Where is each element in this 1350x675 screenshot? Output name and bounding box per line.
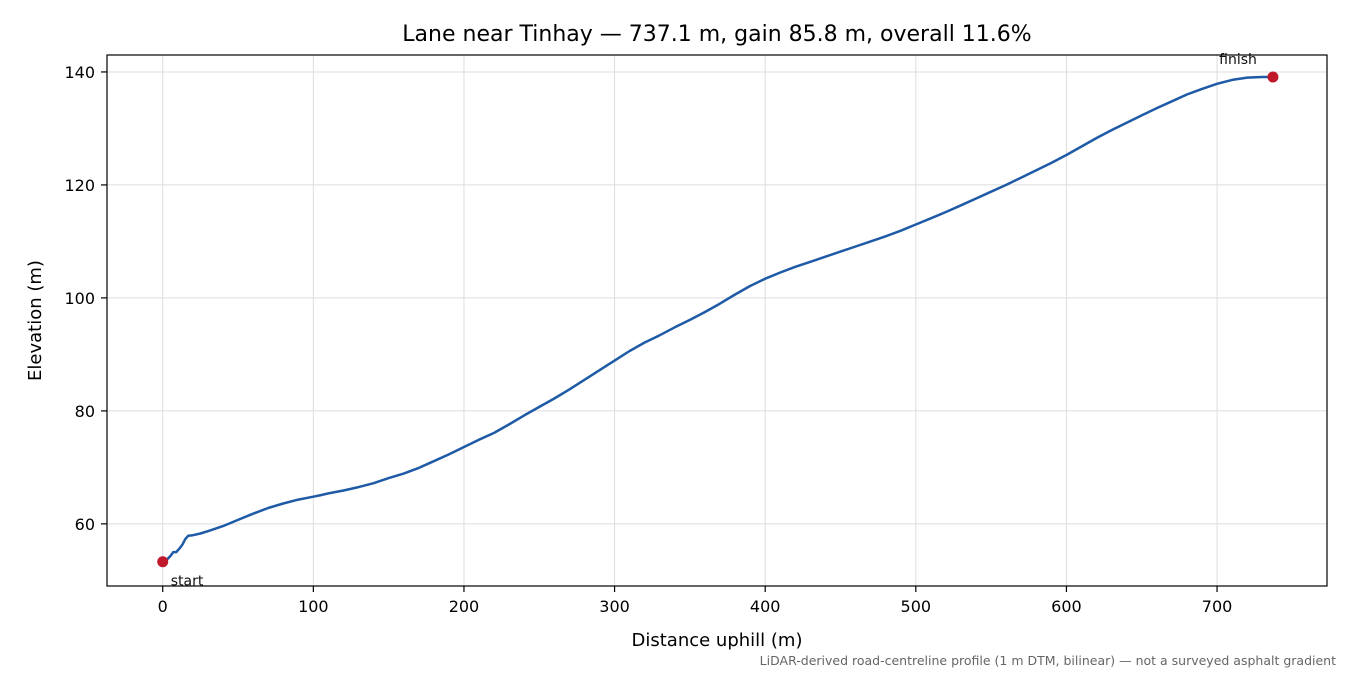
start-marker bbox=[157, 556, 169, 568]
y-tick-label: 80 bbox=[75, 402, 95, 421]
chart-title: Lane near Tinhay — 737.1 m, gain 85.8 m,… bbox=[402, 22, 1031, 47]
axis-ticks: 0 100 200 300 400 500 600 700 60 80 100 120 140 bbox=[64, 63, 1232, 616]
plot-frame bbox=[106, 54, 1328, 587]
x-axis-label: Distance uphill (m) bbox=[632, 630, 803, 651]
y-tick-label: 60 bbox=[75, 515, 95, 534]
finish-marker bbox=[1267, 71, 1279, 83]
y-axis-label: Elevation (m) bbox=[25, 260, 46, 381]
finish-annotation: finish bbox=[1219, 52, 1257, 68]
data-caption: LiDAR-derived road-centreline profile (1… bbox=[760, 653, 1336, 668]
start-annotation: start bbox=[171, 574, 204, 590]
x-tick-label: 200 bbox=[449, 597, 480, 616]
x-tick-label: 100 bbox=[298, 597, 329, 616]
elevation-profile-line bbox=[162, 75, 1273, 563]
x-tick-label: 300 bbox=[599, 597, 630, 616]
gridlines bbox=[107, 55, 1327, 586]
y-tick-label: 120 bbox=[64, 176, 95, 195]
y-tick-label: 140 bbox=[64, 63, 95, 82]
x-tick-label: 600 bbox=[1051, 597, 1082, 616]
x-tick-label: 500 bbox=[901, 597, 932, 616]
x-tick-label: 700 bbox=[1202, 597, 1233, 616]
y-tick-label: 100 bbox=[64, 289, 95, 308]
x-tick-label: 0 bbox=[158, 597, 168, 616]
x-tick-label: 400 bbox=[750, 597, 781, 616]
